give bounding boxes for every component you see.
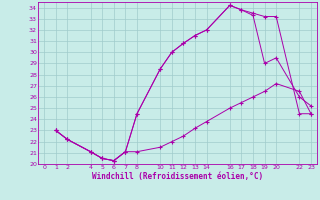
X-axis label: Windchill (Refroidissement éolien,°C): Windchill (Refroidissement éolien,°C) bbox=[92, 172, 263, 181]
